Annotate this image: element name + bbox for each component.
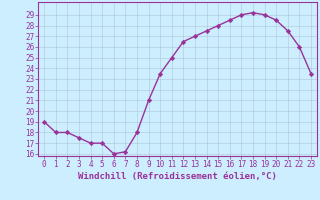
X-axis label: Windchill (Refroidissement éolien,°C): Windchill (Refroidissement éolien,°C) [78, 172, 277, 181]
